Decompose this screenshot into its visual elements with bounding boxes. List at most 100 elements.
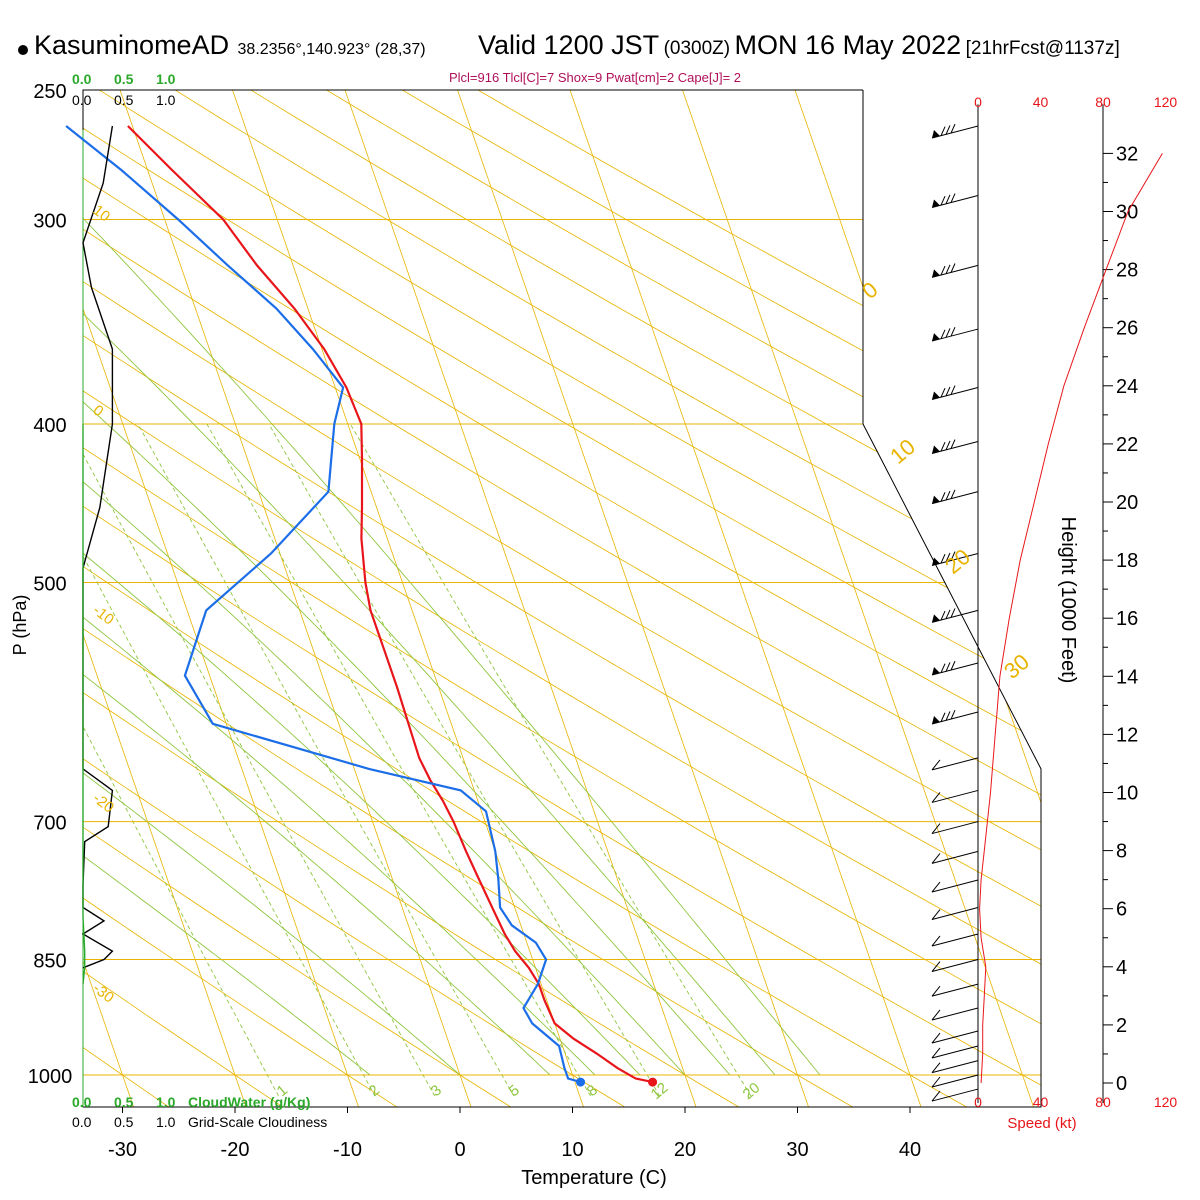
height-tick-label: 16 [1116,608,1138,630]
wind-barb-feather [945,386,951,397]
dry-adiabat-label: 20 [940,544,975,579]
height-tick-label: 8 [1116,841,1127,863]
dewpoint-profile [65,125,581,1084]
wind-barb [931,983,979,997]
mixing-ratio-line [349,423,752,1097]
wind-barb-pennant [932,391,940,400]
mixing-ratio-line [268,423,661,1097]
height-tick-label: 0 [1116,1073,1127,1095]
wind-barb-feather [950,123,956,134]
dry-adiabat-line [203,90,1041,1107]
speed-tick-label-bottom: 120 [1154,1094,1178,1110]
cloudwater-scale-label-top: 0.0 [72,71,92,87]
wind-barb-feather [945,194,951,205]
dry-adiabat-line [83,90,916,1107]
wind-barb [931,959,979,973]
pressure-tick-label: 850 [33,951,66,973]
wind-barb-staff [931,757,979,771]
wind-barb-feather [945,125,951,135]
wind-barb-pennant [932,333,940,342]
wind-barb-feather [950,263,956,273]
wind-barb-feather [940,265,946,276]
moist-adiabat-line [83,90,596,1076]
valid-time: Valid 1200 JST [478,30,660,60]
wind-barb-feather [931,985,941,997]
height-tick-label: 22 [1116,434,1138,456]
wind-barb-feather [950,193,956,203]
wind-barb-feather [931,1009,941,1021]
moist-adiabat-line [83,90,731,1076]
wind-barb-feather [931,823,941,834]
height-tick-label: 24 [1116,376,1138,398]
wind-barb [931,1045,979,1059]
wind-barb-feather [931,935,941,947]
wind-barb [931,907,979,920]
wind-barb-pennant [932,130,940,139]
pressure-axis-label: P (hPa) [10,595,30,656]
isotherm-line [447,90,822,1107]
wind-barb [931,489,979,505]
wind-barb [931,326,979,342]
isotherm-line [334,90,709,1107]
wind-barb [931,123,979,139]
wind-barb-feather [950,489,956,499]
valid-utc: (0300Z) [663,38,731,59]
wind-barb-feather [945,662,951,672]
dry-adiabat-line [83,90,1041,1107]
wind-barb-feather [945,490,951,501]
mixing-ratio-line [206,423,591,1097]
speed-tick-label-top: 40 [1033,94,1049,110]
speed-tick-label-bottom: 0 [974,1094,982,1110]
wind-barb [931,709,979,725]
speed-axis-label: Speed (kt) [1007,1115,1076,1132]
height-tick-label: 32 [1116,143,1138,165]
height-tick-label: 6 [1116,899,1127,921]
mixing-ratio-label: 3 [428,1082,445,1100]
wind-barb-pennant [932,667,940,676]
pressure-tick-label: 500 [33,574,66,596]
wind-barb-staff [931,850,979,864]
isotherm-label: -10 [90,602,118,629]
temperature-tick-label: -20 [221,1139,250,1161]
speed-tick-label-top: 0 [974,94,982,110]
temperature-axis-label: Temperature (C) [521,1167,667,1189]
dry-adiabat-line [83,90,1041,1107]
wind-barb-pennant [932,269,940,278]
valid-line: Valid 1200 JST (0300Z) MON 16 May 2022 [… [478,30,1120,61]
dry-adiabat-line [83,90,1041,1107]
dry-adiabat-line [83,90,1031,1107]
pressure-tick-label: 400 [33,415,66,437]
wind-barb-feather [940,610,946,621]
wind-barb-feather [940,195,946,206]
cloudwater-label: CloudWater (g/Kg) [188,1094,310,1110]
wind-barb [931,1030,979,1044]
isotherm-label: -30 [90,980,118,1007]
wind-barb-feather [940,388,946,398]
height-tick-label: 26 [1116,318,1138,340]
wind-barb-pennant [932,445,940,454]
wind-barb-staff [931,959,979,973]
cloudwater-scale-label-bottom: 0.5 [114,1094,134,1110]
dry-adiabat-line [83,90,800,1107]
wind-barb-feather [931,881,941,893]
wind-barb-feather [931,1090,941,1102]
wind-barb-feather [945,711,951,721]
height-tick-label: 18 [1116,550,1138,572]
valid-date: MON 16 May 2022 [734,30,962,60]
cloudiness-scale-label-bottom: 1.0 [156,1114,176,1130]
cloudiness-scale-label-bottom: 0.5 [114,1114,134,1130]
wind-barb [931,439,979,454]
wind-barb-staff [931,1045,979,1059]
temperature-tick-label: 40 [899,1139,921,1161]
dry-adiabat-line [83,90,1041,1107]
dry-adiabat-line [83,90,453,1107]
dry-adiabat-label: 10 [885,434,920,469]
height-tick-label: 12 [1116,724,1138,746]
cloudwater-scale-label-top: 0.5 [114,71,134,87]
wind-barb [931,757,979,771]
temperature-tick-label: 10 [561,1139,583,1161]
moist-adiabat-line [83,90,461,1076]
wind-barb [931,551,979,566]
isotherm-line [83,90,372,1107]
